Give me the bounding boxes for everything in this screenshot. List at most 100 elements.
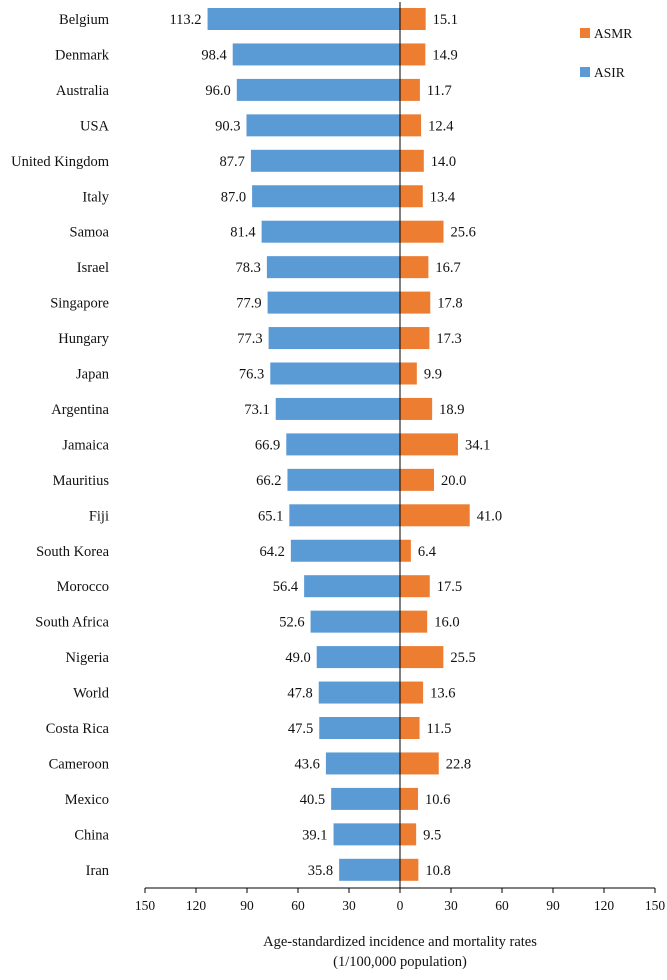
value-label-asmr-usa: 12.4: [428, 118, 454, 134]
bar-asmr-costa-rica: [400, 717, 420, 739]
value-label-asmr-denmark: 14.9: [432, 47, 457, 63]
legend-swatch-asir: [580, 67, 590, 77]
value-label-asir-south-africa: 52.6: [279, 615, 304, 631]
x-tick-label: 90: [240, 898, 254, 913]
category-label-united-kingdom: United Kingdom: [11, 154, 110, 170]
category-label-samoa: Samoa: [70, 225, 110, 241]
category-label-cameroon: Cameroon: [49, 756, 110, 772]
bar-asir-australia: [236, 78, 400, 101]
category-label-south-africa: South Africa: [35, 615, 109, 631]
value-label-asmr-nigeria: 25.5: [450, 650, 475, 666]
category-label-australia: Australia: [56, 83, 110, 99]
bar-asmr-belgium: [400, 8, 426, 30]
category-label-mexico: Mexico: [65, 792, 109, 808]
value-label-asir-samoa: 81.4: [230, 225, 256, 241]
value-label-asir-world: 47.8: [287, 686, 312, 702]
bar-asmr-argentina: [400, 397, 433, 420]
legend-label-asir: ASIR: [594, 65, 625, 80]
value-label-asir-australia: 96.0: [205, 83, 230, 99]
bar-asmr-nigeria: [400, 646, 444, 669]
value-label-asir-usa: 90.3: [215, 118, 240, 134]
category-label-south-korea: South Korea: [36, 544, 109, 560]
value-label-asir-morocco: 56.4: [273, 579, 299, 595]
value-label-asmr-mexico: 10.6: [425, 792, 450, 808]
category-label-world: World: [73, 686, 110, 702]
category-label-iran: Iran: [86, 863, 110, 879]
category-label-usa: USA: [80, 118, 110, 134]
value-label-asmr-fiji: 41.0: [477, 508, 502, 524]
bar-asir-israel: [266, 256, 400, 279]
value-label-asmr-hungary: 17.3: [436, 331, 461, 347]
bar-asmr-mexico: [400, 787, 419, 810]
bar-asmr-world: [400, 681, 424, 704]
legend-swatch-asmr: [580, 28, 590, 38]
bar-asir-world: [318, 681, 400, 704]
bar-asmr-hungary: [400, 327, 430, 350]
category-label-mauritius: Mauritius: [53, 473, 110, 489]
bar-asmr-morocco: [400, 575, 430, 598]
category-label-morocco: Morocco: [57, 579, 109, 595]
x-tick-label: 120: [186, 898, 207, 913]
bar-asmr-samoa: [400, 220, 444, 243]
value-label-asmr-argentina: 18.9: [439, 402, 464, 418]
value-label-asir-denmark: 98.4: [201, 47, 227, 63]
value-label-asmr-cameroon: 22.8: [446, 756, 471, 772]
category-label-denmark: Denmark: [55, 47, 110, 63]
value-label-asir-nigeria: 49.0: [285, 650, 310, 666]
bar-asir-japan: [270, 362, 400, 385]
category-labels: Belgium Denmark Australia USA United Kingdom…: [11, 12, 110, 879]
value-label-asir-belgium: 113.2: [169, 12, 201, 28]
x-tick-label: 30: [342, 898, 356, 913]
value-label-asmr-australia: 11.7: [427, 83, 452, 99]
bar-asmr-jamaica: [400, 433, 458, 456]
bar-asir-hungary: [268, 327, 400, 350]
category-label-jamaica: Jamaica: [62, 437, 109, 453]
x-tick-label: 30: [444, 898, 458, 913]
value-label-asmr-south-korea: 6.4: [418, 544, 437, 560]
bar-asir-morocco: [304, 575, 400, 598]
bar-asir-nigeria: [316, 646, 400, 669]
bar-asmr-japan: [400, 362, 417, 385]
bar-asir-denmark: [232, 43, 400, 66]
x-tick-label: 150: [135, 898, 156, 913]
x-tick-label: 150: [645, 898, 666, 913]
bar-asmr-china: [400, 823, 417, 846]
bar-asir-south-korea: [290, 539, 400, 562]
value-label-asmr-belgium: 15.1: [433, 12, 458, 28]
category-label-hungary: Hungary: [58, 331, 109, 347]
category-label-japan: Japan: [76, 367, 110, 383]
bar-asmr-south-korea: [400, 539, 411, 562]
value-label-asir-italy: 87.0: [221, 189, 246, 205]
x-tick-label: 0: [397, 898, 404, 913]
category-label-singapore: Singapore: [50, 296, 109, 312]
value-label-asir-iran: 35.8: [308, 863, 333, 879]
bars-group: [207, 8, 470, 881]
value-label-asir-mexico: 40.5: [300, 792, 325, 808]
category-label-nigeria: Nigeria: [66, 650, 110, 666]
value-label-asir-hungary: 77.3: [237, 331, 262, 347]
bar-asmr-cameroon: [400, 752, 439, 775]
bar-asmr-australia: [400, 78, 420, 101]
category-label-china: China: [74, 827, 109, 843]
value-label-asir-mauritius: 66.2: [256, 473, 281, 489]
x-tick-label: 60: [291, 898, 305, 913]
value-label-asmr-iran: 10.8: [425, 863, 450, 879]
value-label-asmr-world: 13.6: [430, 686, 455, 702]
bar-asir-belgium: [207, 8, 400, 30]
category-label-argentina: Argentina: [51, 402, 109, 418]
bar-asir-iran: [339, 858, 400, 881]
value-label-asir-united-kingdom: 87.7: [220, 154, 245, 170]
value-label-asmr-morocco: 17.5: [437, 579, 462, 595]
bar-asir-mauritius: [287, 468, 400, 491]
value-label-asmr-costa-rica: 11.5: [427, 721, 452, 737]
value-label-asir-singapore: 77.9: [236, 296, 261, 312]
bar-asmr-italy: [400, 185, 423, 208]
value-label-asir-cameroon: 43.6: [295, 756, 320, 772]
value-label-asir-south-korea: 64.2: [259, 544, 284, 560]
value-label-asmr-jamaica: 34.1: [465, 437, 490, 453]
bar-asmr-iran: [400, 858, 419, 881]
category-label-belgium: Belgium: [59, 12, 110, 28]
value-label-asmr-samoa: 25.6: [451, 225, 476, 241]
value-label-asmr-united-kingdom: 14.0: [431, 154, 456, 170]
bar-asir-fiji: [289, 504, 400, 527]
